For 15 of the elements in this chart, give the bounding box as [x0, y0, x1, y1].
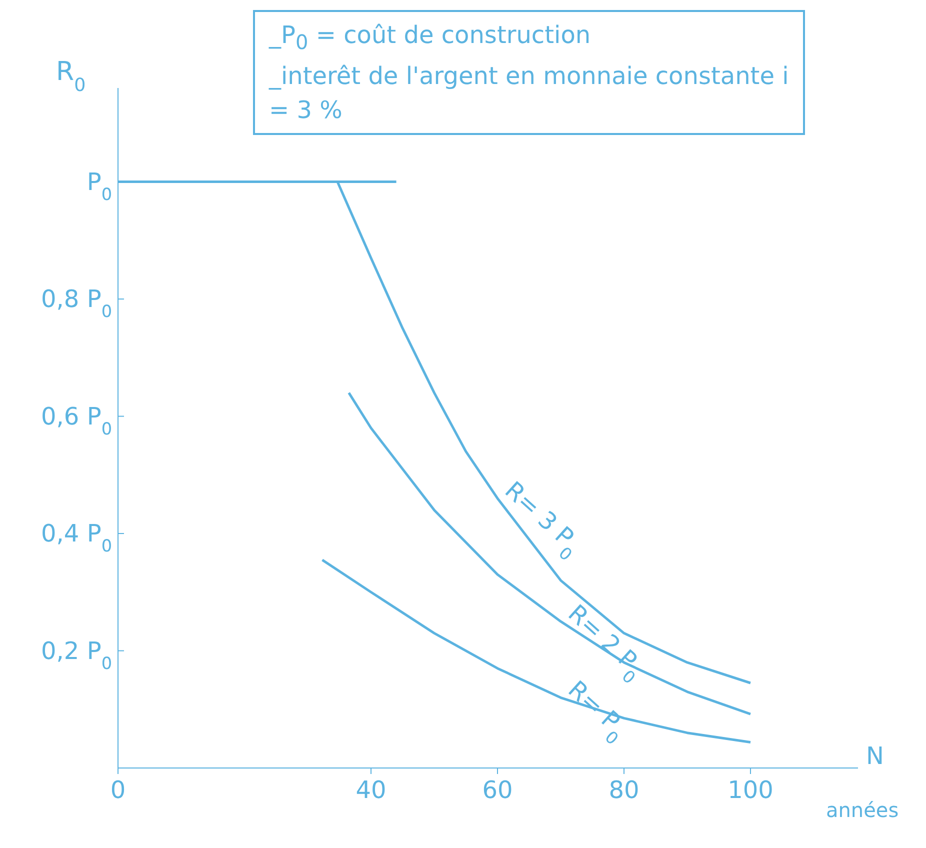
- x-tick-label: 0: [110, 776, 126, 804]
- text: années: [826, 798, 899, 822]
- x-tick-label: 80: [608, 776, 640, 804]
- text: 0,8 P$_{0}$: [41, 285, 112, 322]
- text: _interêt de l'argent en monnaie constante i = 3 %: [269, 62, 789, 124]
- text: 0,4 P$_{0}$: [41, 520, 112, 556]
- text: 0,6 P$_{0}$: [41, 402, 112, 438]
- y-axis-title: R$_{0}$: [56, 57, 86, 96]
- x-tick-label: 40: [356, 776, 386, 804]
- x-axis-title: N: [866, 742, 884, 770]
- annotation: P$_{0}$: [86, 168, 112, 204]
- x-tick-label: 60: [482, 776, 513, 804]
- text: 0,2 P$_{0}$: [41, 636, 112, 673]
- text: _P$_{0}$ = coût de construction: [269, 21, 591, 54]
- x-tick-label: 100: [728, 776, 774, 804]
